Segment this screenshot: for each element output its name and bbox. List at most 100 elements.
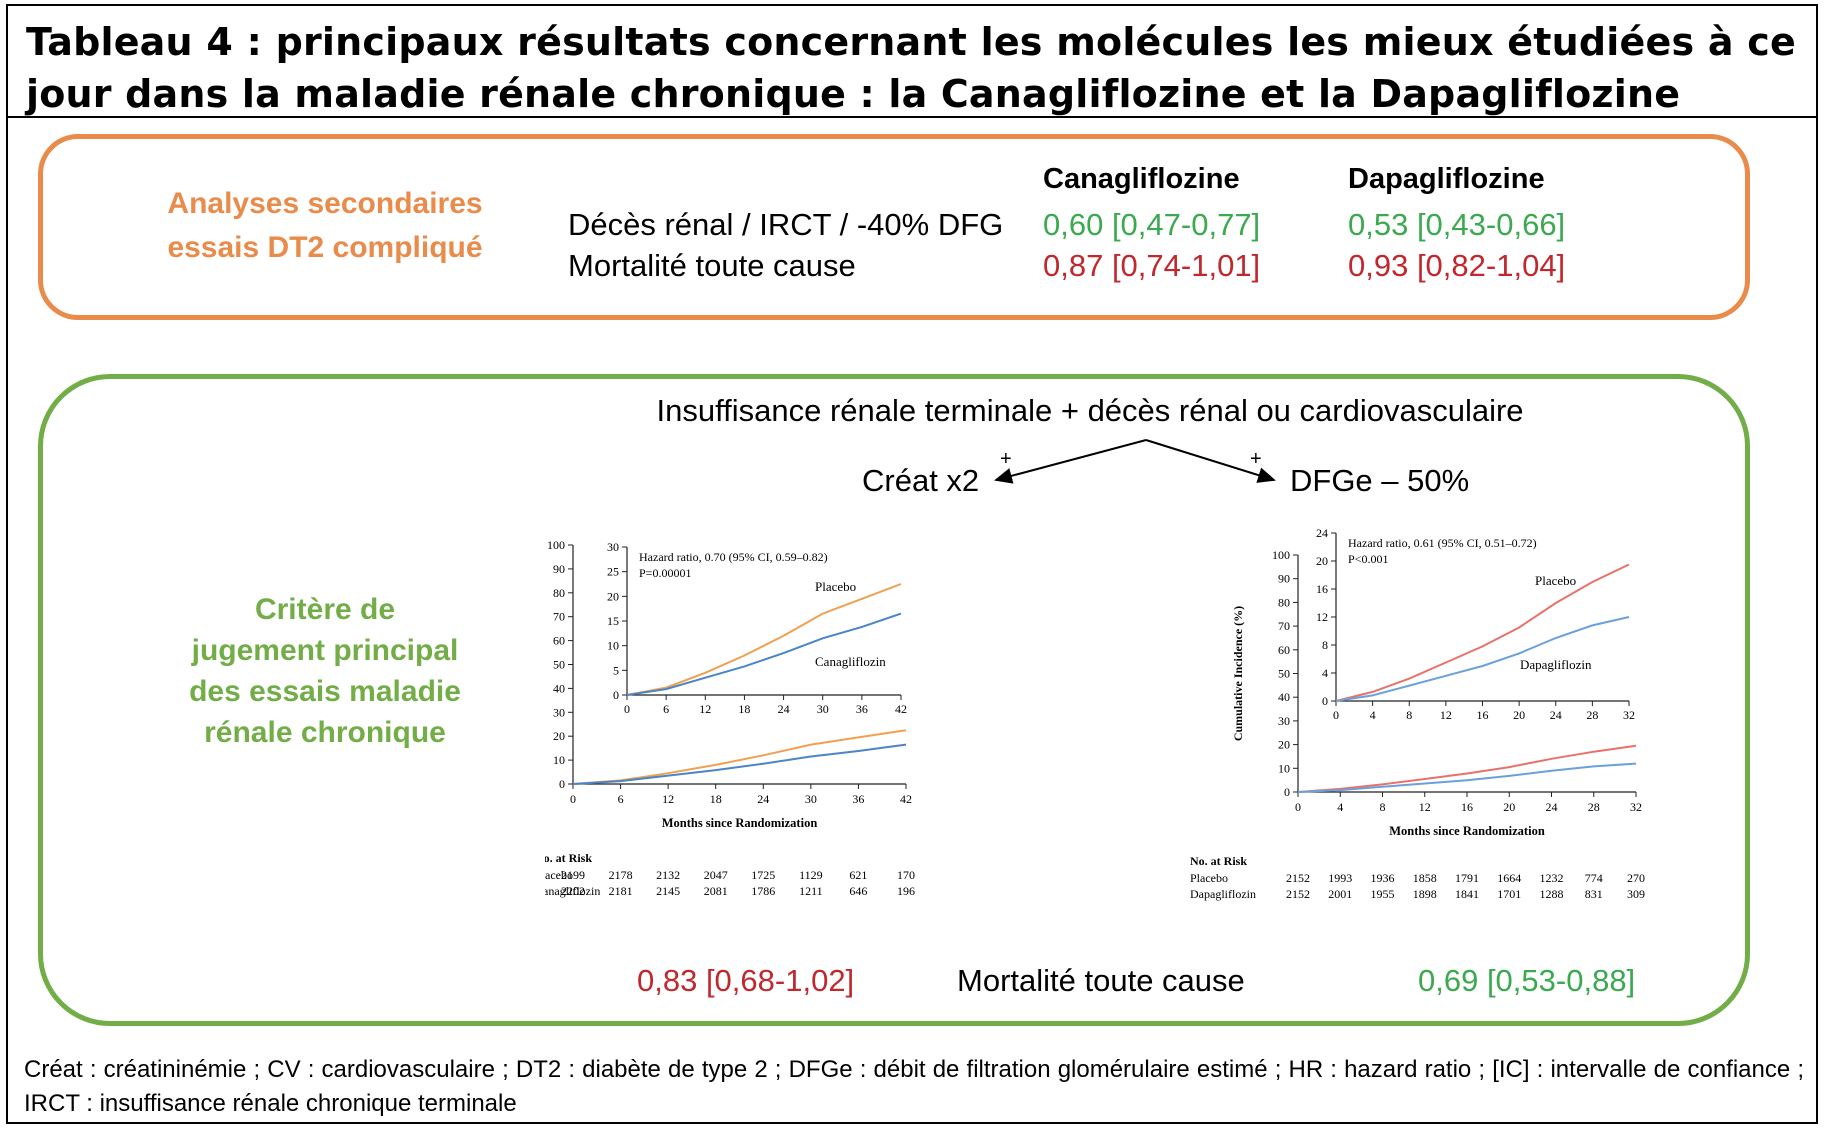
cana-inset-y-tick-label: 25 [607,565,619,579]
dapa-x-tick-label: 4 [1337,800,1343,814]
cana-risk-value: 1211 [799,884,823,898]
composite-endpoint: Insuffisance rénale terminale + décès ré… [656,393,1524,428]
dapa-inset-y-tick-label: 0 [1322,694,1328,708]
cana-risk-row-label: Placebo [545,868,573,882]
table-title: Tableau 4 : principaux résultats concern… [26,20,1796,116]
dapa-y-tick-label: 70 [1278,619,1290,633]
cana-y-tick-label: 0 [559,777,565,791]
dapa-risk-value: 1791 [1455,871,1479,885]
cana-risk-value: 646 [849,884,867,898]
row-label-renal-death: Décès rénal / IRCT / -40% DFG [568,207,1004,242]
dapa-p-value: P<0.001 [1348,552,1388,566]
dapa-series-label-dapagliflozin: Dapagliflozin [1520,657,1592,672]
secondary-label-line2: essais DT2 compliqué [167,231,483,264]
cana-main-curve-canagliflozin [572,743,907,785]
dapa-inset-x-tick-label: 12 [1440,708,1452,722]
arrow-to-creat [994,439,1147,484]
dapa-main-curve-placebo [1297,744,1637,793]
cana-y-tick-label: 80 [553,586,565,600]
dapa-risk-value: 831 [1585,887,1603,901]
cana-x-tick-label: 6 [618,792,624,806]
cana-risk-value: 621 [849,868,867,882]
component-dfge: DFGe – 50% [1290,463,1470,498]
dapa-risk-value: 1936 [1371,871,1395,885]
dapa-inset-x-tick-label: 20 [1513,708,1525,722]
cana-risk-value: 2199 [561,868,585,882]
cana-inset-x-tick-label: 12 [699,702,711,716]
dapa-risk-value: 1232 [1540,871,1564,885]
cana-x-tick-label: 12 [662,792,674,806]
cana-risk-value: 2202 [561,884,585,898]
cana-y-tick-label: 40 [553,681,565,695]
cana-inset-x-tick-label: 36 [856,702,868,716]
primary-label-line2: jugement principal [191,634,459,667]
dapa-inset-x-tick-label: 24 [1550,708,1562,722]
dapa-x-tick-label: 32 [1630,800,1642,814]
cana-series-label-placebo: Placebo [815,579,856,594]
cana-risk-value: 1129 [799,868,823,882]
cana-y-tick-label: 70 [553,610,565,624]
dapa-inset-y-tick-label: 24 [1316,526,1328,540]
dapa-risk-value: 2152 [1286,871,1310,885]
arrow-to-dfge [1145,439,1276,483]
dapa-risk-table-header: No. at Risk [1190,854,1247,868]
secondary-label-line1: Analyses secondaires [167,187,483,220]
cana-hazard-ratio: Hazard ratio, 0.70 (95% CI, 0.59–0.82) [639,550,828,564]
primary-label-line3: des essais maladie [189,675,461,708]
dapa-risk-value: 1993 [1328,871,1352,885]
cana-series-label-canagliflozin: Canagliflozin [815,654,886,669]
value-dapa-renal-death: 0,53 [0,43-0,66] [1348,207,1566,242]
primary-value-dapa-mortality: 0,69 [0,53-0,88] [1418,963,1636,998]
dapa-risk-value: 774 [1585,871,1603,885]
dapa-y-tick-label: 0 [1284,785,1290,799]
cana-risk-value: 1786 [751,884,775,898]
dapa-y-tick-label: 90 [1278,572,1290,586]
cana-inset-x-tick-label: 0 [624,702,630,716]
dapa-inset-x-tick-label: 32 [1623,708,1635,722]
dapa-inset-x-tick-label: 28 [1586,708,1598,722]
cana-inset-y-tick-label: 0 [613,688,619,702]
cana-y-tick-label: 50 [553,658,565,672]
dapa-inset-x-tick-label: 16 [1477,708,1489,722]
dapa-inset-y-tick-label: 12 [1316,610,1328,624]
column-header-dapagliflozine: Dapagliflozine [1348,163,1545,195]
plus-sign-right: + [1250,448,1262,470]
dapa-risk-value: 2152 [1286,887,1310,901]
dapa-inset-x-tick-label: 8 [1406,708,1412,722]
cana-risk-value: 2047 [704,868,728,882]
cana-x-tick-label: 42 [900,792,912,806]
cana-risk-value: 2181 [609,884,633,898]
dapa-y-tick-label: 50 [1278,667,1290,681]
cana-risk-value: 2145 [656,884,680,898]
cana-risk-table-header: No. at Risk [545,851,592,865]
dapa-main-curve-dapagliflozin [1297,762,1637,793]
cana-y-tick-label: 90 [553,562,565,576]
dapa-x-axis-title: Months since Randomization [1389,824,1545,838]
cana-y-tick-label: 10 [553,753,565,767]
dapa-y-tick-label: 100 [1272,548,1290,562]
dapa-inset-y-tick-label: 20 [1316,554,1328,568]
dapa-risk-value: 309 [1627,887,1645,901]
cana-inset-y-tick-label: 15 [607,614,619,628]
row-label-all-cause-mortality: Mortalité toute cause [568,248,856,283]
dapa-y-tick-label: 40 [1278,690,1290,704]
cana-risk-value: 170 [897,868,915,882]
dapa-risk-value: 1664 [1497,871,1521,885]
cana-inset-curve-placebo [626,583,902,696]
cana-y-tick-label: 100 [547,538,565,552]
cana-inset-y-tick-label: 5 [613,663,619,677]
dapa-x-tick-label: 8 [1380,800,1386,814]
dapa-inset-x-tick-label: 4 [1370,708,1376,722]
dapa-inset-y-tick-label: 8 [1322,638,1328,652]
secondary-analyses-box [38,134,1750,320]
primary-label-mortality: Mortalité toute cause [957,963,1245,998]
dapa-risk-value: 1701 [1497,887,1521,901]
dapa-y-tick-label: 20 [1278,738,1290,752]
footnote: Créat : créatininémie ; CV : cardiovascu… [24,1056,1804,1117]
dapa-risk-value: 1898 [1413,887,1437,901]
dapa-risk-row-label: Placebo [1190,871,1228,885]
dapa-y-tick-label: 60 [1278,643,1290,657]
column-header-canagliflozine: Canagliflozine [1043,163,1240,195]
